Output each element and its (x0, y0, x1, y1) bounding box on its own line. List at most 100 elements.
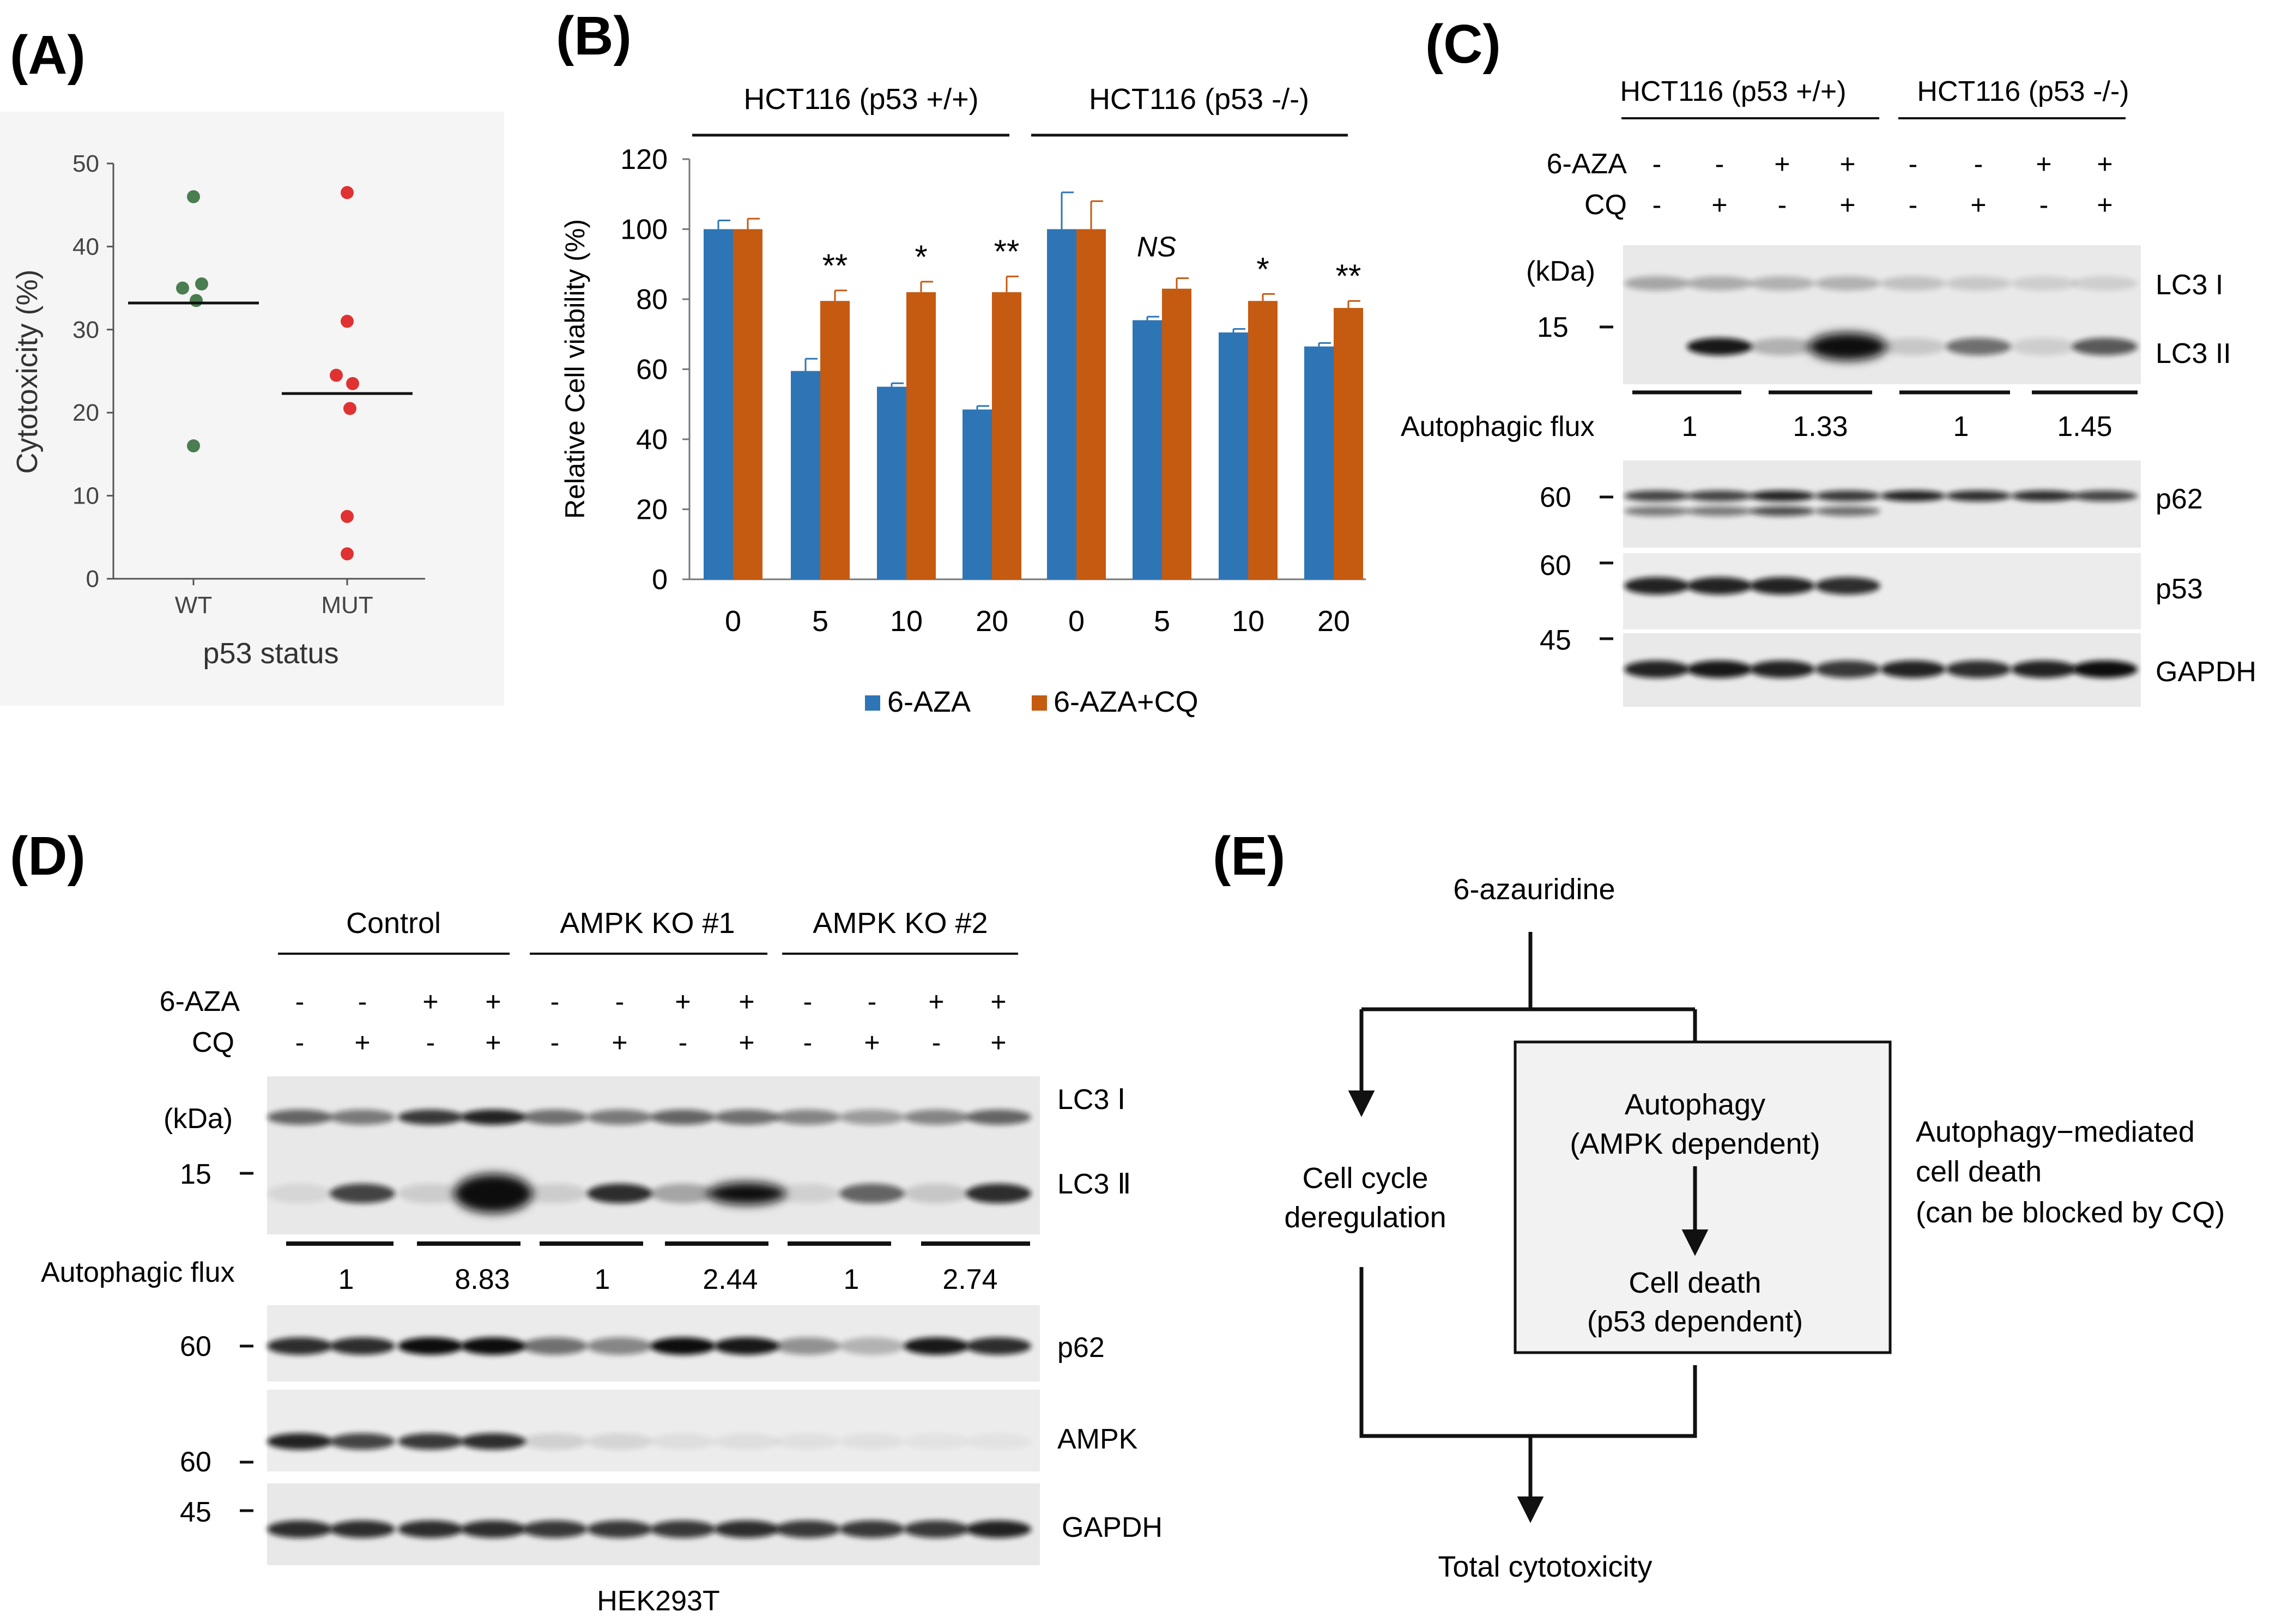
data-point (341, 314, 354, 328)
p62-band-lower (1687, 506, 1752, 516)
panel-d-lc3-bands (267, 1110, 1031, 1213)
y-tick-label: 20 (72, 399, 99, 426)
panel-c-marker-60b: 60 (1540, 550, 1571, 581)
flux-value: 1 (1953, 411, 1969, 443)
panel-d-label-ampk: AMPK (1057, 1423, 1138, 1455)
lc3-ii-band (1687, 338, 1752, 355)
panel-d-label-gapdh: GAPDH (1062, 1512, 1163, 1543)
lc3-i-band (2011, 276, 2077, 290)
panel-a-xtick-label-mut: MUT (321, 592, 373, 619)
gapdh-band (267, 1520, 332, 1538)
gapdh-band (2011, 660, 2077, 678)
aza-sign: - (803, 986, 813, 1017)
panel-b-legend: 6-AZA 6-AZA+CQ (865, 686, 1198, 718)
panel-c-gapdh-bands (1624, 660, 2138, 678)
panel-a-y-label: Cytotoxicity (%) (11, 269, 44, 474)
gapdh-band (1687, 660, 1752, 678)
panel-c-marker-60a: 60 (1540, 482, 1571, 513)
data-point (341, 186, 354, 199)
legend-swatch-6-aza-cq (1032, 695, 1047, 711)
p62-band (714, 1337, 779, 1355)
p62-band (1880, 490, 1946, 501)
gapdh-band (2072, 660, 2138, 678)
panel-c-lc3-bands (1624, 276, 2138, 361)
p62-band (330, 1337, 395, 1355)
bar-6-aza-cq (906, 292, 936, 579)
gapdh-band (650, 1520, 716, 1538)
p62-band (267, 1337, 332, 1355)
lc3-i-band (904, 1110, 969, 1125)
panel-d-marker-60a: 60 (180, 1331, 211, 1362)
panel-d-marker-15: 15 (180, 1159, 211, 1190)
lc3-i-band (1880, 276, 1946, 290)
aza-sign: + (2036, 149, 2051, 179)
panel-a-y-ticks: 0 10 20 30 40 50 (72, 150, 113, 592)
cq-sign: - (2039, 190, 2049, 220)
cq-sign: - (1653, 190, 1662, 220)
bar-6-aza (963, 409, 992, 579)
lc3-i-band (267, 1110, 332, 1125)
y-tick-label: 0 (86, 566, 99, 592)
cq-sign: - (426, 1027, 435, 1058)
p62-band (2011, 490, 2077, 501)
cq-sign: + (1970, 190, 1986, 220)
lc3-ii-band (904, 1184, 969, 1203)
panel-d: Control AMPK KO #1 AMPK KO #2 6-AZA CQ - - +… (41, 907, 1163, 1617)
y-tick-label: 80 (636, 284, 668, 316)
panel-c-marker-45: 45 (1540, 625, 1571, 656)
cq-sign: - (803, 1027, 813, 1058)
aza-sign: - (615, 986, 625, 1017)
aza-sign: - (1715, 149, 1724, 179)
panel-c-flux-label: Autophagic flux (1401, 411, 1595, 443)
panel-e-autophagy-title: Autophagy (1625, 1088, 1765, 1121)
gapdh-band (1946, 660, 2011, 678)
bar-6-aza-cq (1162, 288, 1191, 579)
cq-sign: + (354, 1027, 370, 1058)
y-tick-label: 0 (652, 564, 668, 596)
p62-band (1687, 490, 1752, 501)
p53-band (1750, 577, 1815, 595)
group-label: AMPK KO #1 (560, 907, 735, 940)
bar-6-aza (877, 386, 906, 579)
y-tick-label: 60 (636, 354, 668, 386)
aza-sign: - (868, 986, 877, 1017)
panel-c-label-p53: p53 (2156, 573, 2203, 605)
p53-band (1624, 577, 1690, 595)
data-point (176, 281, 189, 295)
y-tick-label: 40 (636, 424, 668, 456)
p62-band (461, 1337, 526, 1355)
panel-d-row-label-aza: 6-AZA (160, 986, 240, 1017)
gapdh-band (330, 1520, 395, 1538)
x-tick-label: 20 (1317, 605, 1350, 638)
aza-sign: - (1909, 149, 1918, 179)
gapdh-band (1750, 660, 1815, 678)
lc3-i-band (714, 1110, 779, 1125)
bar-6-aza (791, 371, 820, 579)
y-tick-label: 50 (72, 150, 99, 177)
y-tick-label: 120 (620, 144, 668, 175)
aza-sign: + (485, 986, 501, 1017)
lc3-ii-band (2011, 338, 2077, 355)
ampk-band (522, 1433, 588, 1450)
lc3-ii-band (1808, 332, 1887, 361)
p62-band (966, 1337, 1031, 1355)
lc3-ii-band (2072, 338, 2138, 355)
gapdh-band (1624, 660, 1690, 678)
x-tick-label: 20 (976, 605, 1008, 638)
bar-6-aza-cq (1334, 308, 1363, 579)
lc3-ii-band (839, 1184, 905, 1203)
cq-sign: - (550, 1027, 560, 1058)
y-tick-label: 40 (72, 233, 99, 260)
gapdh-band (461, 1520, 526, 1538)
lc3-i-band (966, 1110, 1031, 1125)
y-tick-label: 30 (72, 317, 99, 343)
panel-e-start: 6-azauridine (1453, 873, 1615, 906)
p62-band-lower (1815, 506, 1880, 516)
data-point (346, 377, 359, 390)
panel-d-flux: 1 8.83 1 2.44 1 2.74 (286, 1241, 1030, 1295)
p53-band (1687, 577, 1752, 595)
ampk-band (267, 1433, 332, 1450)
group-label: Control (346, 907, 441, 940)
panel-d-ampk-bands (267, 1433, 1031, 1450)
